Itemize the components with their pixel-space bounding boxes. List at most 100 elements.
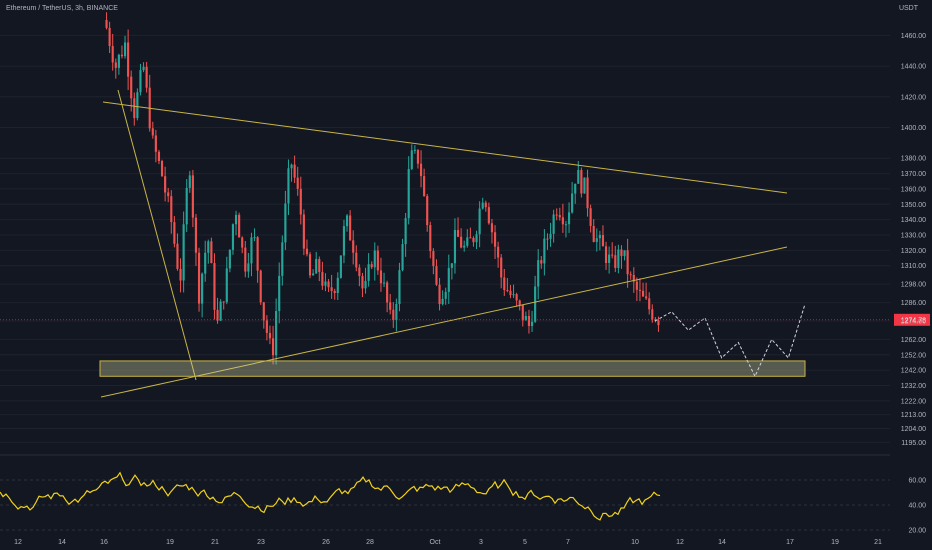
candle-body [416,149,420,164]
candle-body [170,196,173,223]
time-tick-label: 14 [58,539,66,546]
candle-body [386,282,389,303]
rsi-tick-label: 40.00 [908,503,926,510]
time-axis: 12 14 16 19 21 23 26 28 Oct 3 5 7 10 12 14 17 19 21 [14,539,882,546]
candle-body [197,252,201,304]
price-tick-label: 1330.00 [901,233,926,240]
candle-body [617,249,620,268]
price-tick-label: 1460.00 [901,33,926,40]
candle-body [154,135,157,152]
candle-body [389,302,392,310]
candle-body [521,304,524,321]
candle-body [160,161,164,177]
time-tick-label: 19 [831,539,839,546]
candle-body [336,277,339,293]
candle-body [278,275,281,312]
candle-body [438,284,441,305]
candle-body [626,250,629,275]
candle-body [632,274,635,282]
candle-body [299,188,302,215]
price-tick-label: 1298.00 [901,282,926,289]
candle-body [247,263,250,272]
candle-body [114,62,117,68]
candle-body [302,214,305,249]
candle-body [130,76,133,99]
candle-body [111,46,114,63]
candle-body [530,321,534,327]
candle-body [228,249,231,269]
time-tick-label: 26 [322,539,330,546]
candle-body [333,291,336,293]
candle-body [117,54,120,68]
candle-body [534,286,537,322]
candle-body [370,264,373,268]
candle-body [558,214,561,218]
price-axis: 1460.00 1440.00 1420.00 1400.00 1380.00 1370.… [901,33,926,447]
candle-body [598,235,601,239]
candle-body [123,42,127,57]
candle-body [256,237,259,271]
candle-body [219,301,222,321]
candle-body [225,268,228,303]
candle-body [238,214,241,238]
candle-body [293,164,296,178]
candle-body [484,202,487,208]
time-tick-label: Oct [430,539,441,546]
candle-body [271,338,275,356]
candle-body [345,215,349,227]
candle-body [567,212,571,225]
candle-body [191,175,194,218]
steep-trendline [117,89,197,381]
candle-body [151,128,154,136]
candle-body [413,149,416,151]
candle-body [577,170,580,184]
drawings: 1274.78 [0,89,930,398]
price-tick-label: 1350.00 [901,202,926,209]
candle-body [638,289,642,291]
candle-body [589,208,592,226]
candle-body [469,237,472,239]
candle-body [308,254,312,276]
candle-body [204,252,207,274]
candle-body [456,230,460,237]
currency-label: USDT [899,5,919,12]
candle-body [574,183,577,194]
candle-body [453,230,457,264]
candle-body [404,218,407,245]
candle-body [444,291,447,299]
rsi-line [0,471,661,521]
price-tick-label: 1222.00 [901,398,926,405]
price-tick-label: 1440.00 [901,64,926,71]
candle-body [290,164,293,169]
candle-body [423,176,426,197]
candle-body [358,267,361,277]
candle-body [327,281,330,288]
candle-body [620,249,623,257]
candle-body [426,196,429,226]
candle-body [450,263,453,268]
candle-body [262,302,265,321]
candle-body [487,207,490,224]
candle-body [398,270,401,305]
candle-body [234,214,238,225]
candle-body [497,246,500,258]
candle-body [182,224,185,281]
candle-body [509,290,512,296]
candle-body [176,243,179,269]
price-tick-label: 1370.00 [901,171,926,178]
candle-body [503,277,506,291]
rsi-tick-label: 60.00 [908,478,926,485]
price-tick-label: 1310.00 [901,263,926,270]
candle-body [657,320,660,326]
demand-zone [99,360,806,377]
candle-body [555,214,558,216]
candle-body [120,54,124,57]
candle-body [552,214,555,234]
price-tick-label: 1420.00 [901,94,926,101]
candle-body [635,281,638,290]
candle-body [145,66,148,88]
candle-body [614,255,617,268]
candle-body [410,150,413,169]
